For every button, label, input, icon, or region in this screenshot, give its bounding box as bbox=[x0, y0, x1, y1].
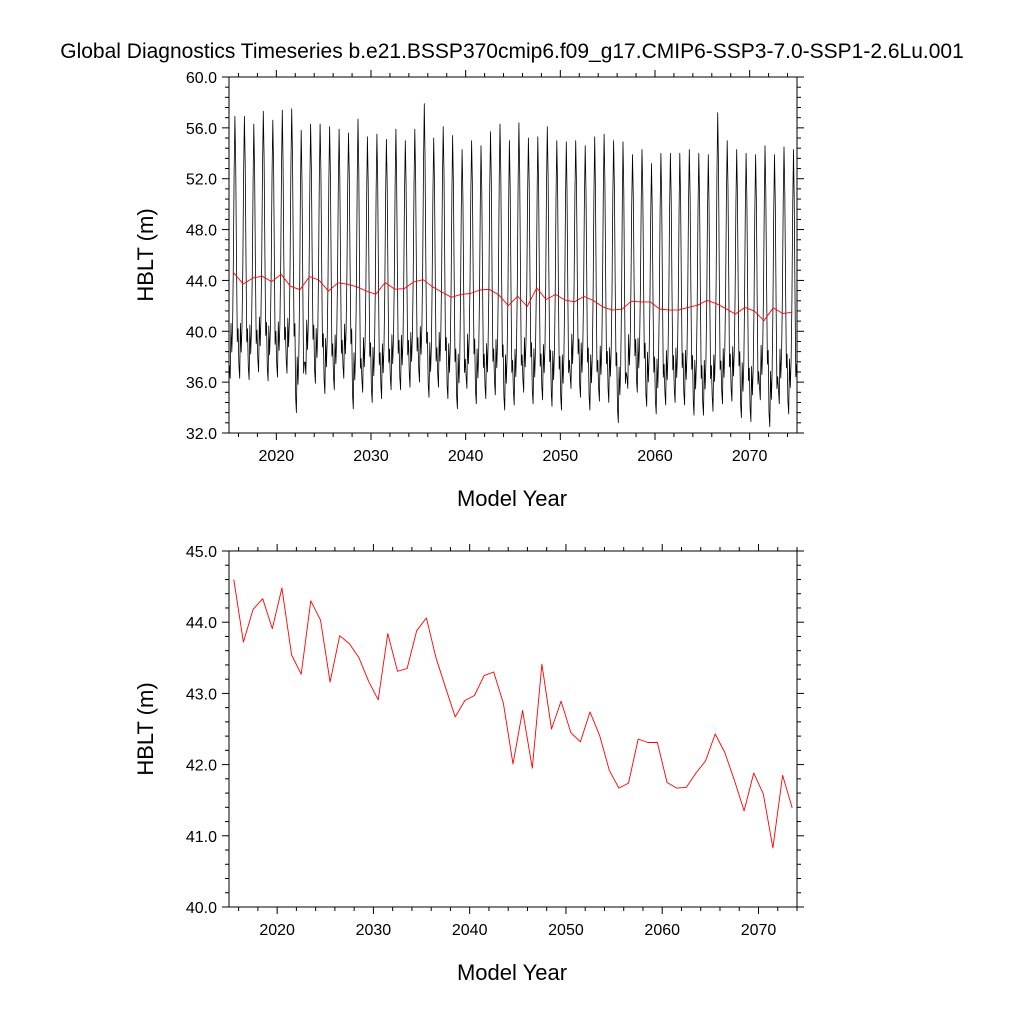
x-tick-label: 2040 bbox=[452, 922, 488, 939]
y-tick-label: 48.0 bbox=[186, 223, 217, 240]
top-panel-monthly-annual: 2020 2030 2040 2050 2060 2070 32.0 36.0 40.0 44.0… bbox=[133, 70, 804, 511]
bottom-panel-annual: 2020 2030 2040 2050 2060 2070 40.0 41.0 42.0 43.0… bbox=[133, 544, 804, 985]
plot-frame bbox=[228, 550, 798, 908]
series-group bbox=[233, 579, 793, 849]
x-tick-label: 2040 bbox=[448, 448, 484, 465]
y-tick-label: 42.0 bbox=[186, 758, 217, 775]
y-tick-label: 52.0 bbox=[186, 172, 217, 189]
y-tick-label: 45.0 bbox=[186, 544, 217, 561]
y-tick-label: 40.0 bbox=[186, 900, 217, 917]
x-tick-label: 2050 bbox=[543, 448, 579, 465]
plot-frame bbox=[228, 76, 798, 434]
monthly-series-line bbox=[229, 103, 797, 427]
page-title: Global Diagnostics Timeseries b.e21.BSSP… bbox=[60, 40, 964, 63]
x-tick-label: 2020 bbox=[259, 448, 295, 465]
x-axis-label: Model Year bbox=[457, 960, 567, 985]
x-tick-label: 2030 bbox=[353, 448, 389, 465]
y-axis-label: HBLT (m) bbox=[133, 208, 158, 301]
x-tick-label: 2060 bbox=[644, 922, 680, 939]
y-axis-label: HBLT (m) bbox=[133, 682, 158, 775]
x-tick-label: 2020 bbox=[259, 922, 295, 939]
y-tick-label: 60.0 bbox=[186, 70, 217, 87]
x-tick-label: 2030 bbox=[356, 922, 392, 939]
x-tick-label: 2050 bbox=[548, 922, 584, 939]
y-tick-label: 44.0 bbox=[186, 273, 217, 290]
y-tick-label: 32.0 bbox=[186, 426, 217, 443]
x-tick-label: 2060 bbox=[637, 448, 673, 465]
series-group bbox=[229, 103, 797, 427]
y-tick-label: 36.0 bbox=[186, 375, 217, 392]
annual-series-line bbox=[233, 272, 793, 322]
x-axis-label: Model Year bbox=[457, 486, 567, 511]
y-tick-label: 41.0 bbox=[186, 829, 217, 846]
y-tick-label: 43.0 bbox=[186, 686, 217, 703]
y-tick-label: 40.0 bbox=[186, 324, 217, 341]
y-tick-label: 44.0 bbox=[186, 615, 217, 632]
x-tick-label: 2070 bbox=[741, 922, 777, 939]
annual-series-line bbox=[233, 579, 793, 849]
x-tick-label: 2070 bbox=[732, 448, 768, 465]
y-tick-label: 56.0 bbox=[186, 121, 217, 138]
